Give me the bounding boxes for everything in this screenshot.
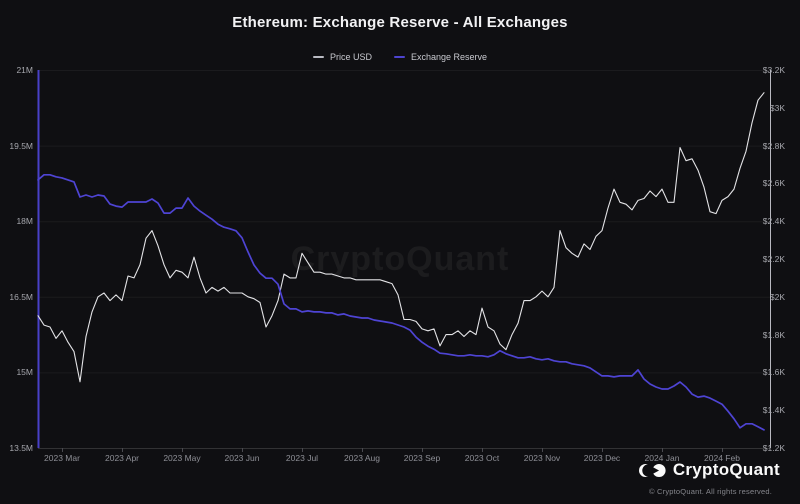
left-axis-tick-label: 21M [16,65,33,75]
legend-item-exchange-reserve[interactable]: Exchange Reserve [393,52,488,62]
legend-item-price-usd[interactable]: Price USD [312,52,372,62]
x-axis-tick-label: 2023 Apr [104,453,140,463]
x-axis-tick-label: 2024 Feb [704,453,740,463]
copyright-text: © CryptoQuant. All rights reserved. [649,487,772,496]
legend: Price USD Exchange Reserve [0,52,800,62]
x-axis-tick-label: 2023 Jul [285,453,319,463]
legend-dash-icon [312,56,324,58]
right-axis-tick-label: $2.8K [762,140,785,151]
x-axis-tick-label: 2023 Oct [464,453,500,463]
right-axis-tick-label: $2.2K [762,254,785,264]
x-axis-tick-label: 2023 Dec [583,453,621,463]
right-axis-tick-label: $1.8K [762,329,785,340]
right-axis-tick-label: $3K [769,102,785,113]
right-axis-tick-label: $1.4K [762,405,785,416]
left-axis-tick-label: 15M [16,367,33,378]
left-axis-tick-label: 18M [16,216,33,227]
legend-label: Price USD [329,52,372,62]
left-axis-tick-label: 16.5M [9,291,33,302]
right-axis-tick-label: $3.2K [762,65,785,75]
cryptoquant-logo-icon [638,463,666,477]
legend-label: Exchange Reserve [410,52,488,62]
cryptoquant-brand: CryptoQuant [638,460,780,480]
x-axis-tick-label: 2023 Nov [523,453,561,463]
x-axis-tick-label: 2023 Aug [344,453,380,463]
right-axis-tick-label: $2.6K [762,178,785,189]
right-axis-tick-label: $2K [769,291,785,302]
x-axis-tick-label: 2024 Jan [644,453,680,463]
left-axis-tick-label: 13.5M [9,443,33,453]
x-axis-tick-label: 2023 Sep [403,453,441,463]
left-axis-tick-label: 19.5M [9,140,33,151]
right-axis-tick-label: $1.2K [762,443,785,453]
x-axis-tick-label: 2023 May [163,453,201,463]
right-axis-tick-label: $1.6K [762,367,785,378]
right-axis-tick-label: $2.4K [762,216,785,227]
series-line-exchange-reserve [37,173,765,431]
x-axis-tick-label: 2023 Mar [44,453,80,463]
chart-title: Ethereum: Exchange Reserve - All Exchang… [232,14,568,31]
series-line-price-usd [37,92,765,383]
legend-dash-icon [393,56,405,58]
brand-wordmark: CryptoQuant [672,460,780,479]
x-axis-tick-label: 2023 Jun [224,453,260,463]
